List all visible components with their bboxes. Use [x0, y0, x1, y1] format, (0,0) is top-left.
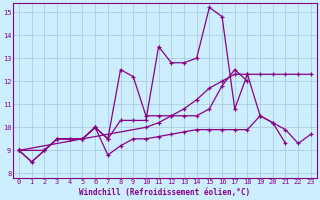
- X-axis label: Windchill (Refroidissement éolien,°C): Windchill (Refroidissement éolien,°C): [79, 188, 251, 197]
